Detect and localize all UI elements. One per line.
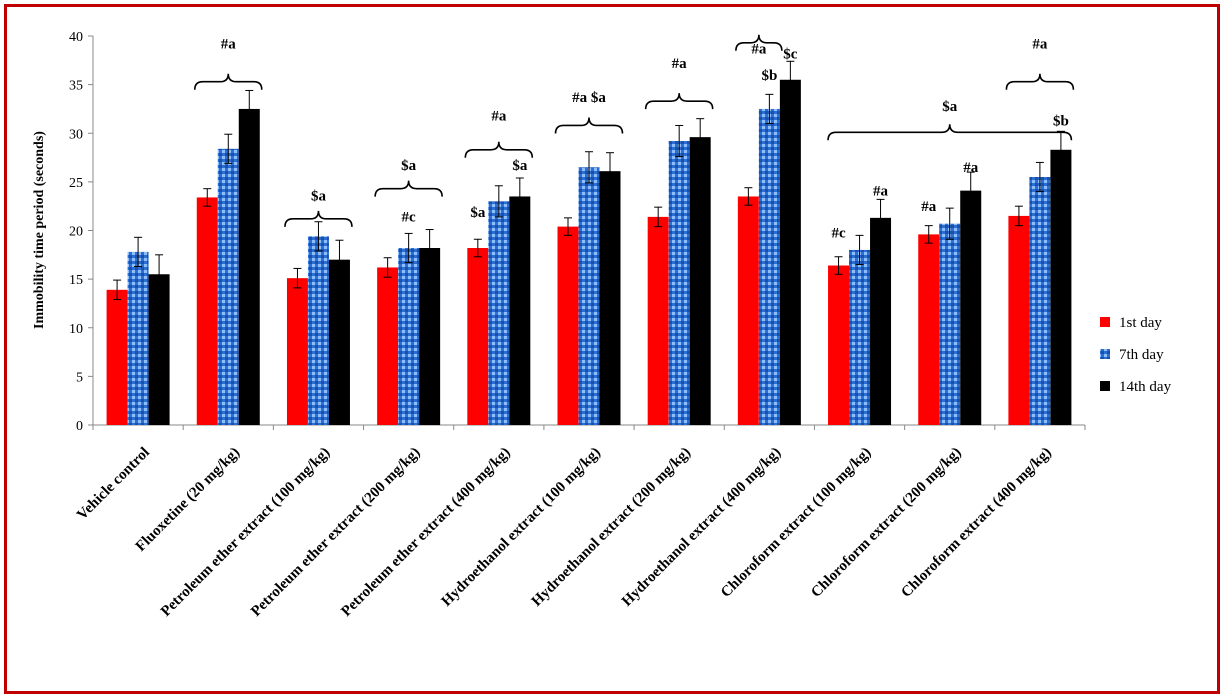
y-tick-label: 0 (76, 419, 83, 434)
significance-label: #a (221, 37, 237, 53)
bar (689, 137, 711, 425)
significance-label: $a (942, 99, 958, 115)
bar (1029, 177, 1051, 425)
significance-label: #a (1032, 37, 1048, 53)
bar (1050, 149, 1072, 425)
bar (127, 251, 149, 425)
significance-bracket (644, 93, 714, 110)
bar (599, 171, 621, 425)
bar (377, 267, 399, 425)
significance-bracket (554, 117, 624, 134)
bar (328, 259, 350, 425)
significance-label: #c (831, 225, 846, 241)
bar (217, 148, 239, 425)
y-tick-label: 35 (69, 79, 83, 94)
y-tick-label: 40 (69, 30, 83, 45)
significance-bracket (284, 210, 353, 227)
annotations-layer: #a $a $a #c #a $a $a #a $a #a #a $b $c $a #c #a #a #a #a $… (193, 34, 1075, 241)
category-label: Petroleum ether extract (400 mg/kg) (338, 445, 513, 620)
category-label: Chloroform extract (100 mg/kg) (718, 445, 874, 601)
legend-swatch (1100, 381, 1110, 391)
significance-label: $b (761, 68, 777, 84)
bar (668, 141, 690, 425)
legend-label: 1st day (1119, 315, 1162, 331)
significance-bracket (735, 34, 783, 51)
bar (647, 216, 669, 425)
category-label: Vehicle control (74, 445, 153, 524)
bar (106, 289, 128, 425)
significance-label: $c (783, 46, 798, 62)
bar (307, 236, 329, 425)
significance-label: #a (751, 42, 767, 58)
category-label: Petroleum ether extract (100 mg/kg) (158, 445, 333, 620)
legend: 1st day 7th day 14th day (1100, 315, 1172, 395)
bar (849, 249, 871, 425)
bar (398, 248, 420, 425)
significance-label: #a (921, 199, 937, 215)
bar (238, 108, 260, 425)
bar (828, 265, 850, 425)
bar (779, 79, 801, 425)
bar (758, 108, 780, 425)
significance-label: #a (672, 56, 688, 72)
category-label: Hydroethanol extract (400 mg/kg) (619, 445, 784, 610)
bar (918, 234, 940, 425)
significance-label: #a $a (572, 90, 606, 106)
significance-label: #c (402, 210, 417, 226)
significance-bracket (374, 180, 443, 197)
category-label: Hydroethanol extract (200 mg/kg) (529, 445, 694, 610)
bar (419, 248, 441, 425)
bar (196, 197, 218, 425)
bar (148, 274, 170, 425)
bar (1008, 215, 1030, 425)
category-label: Petroleum ether extract (200 mg/kg) (248, 445, 423, 620)
bar (578, 167, 600, 425)
bar (467, 248, 489, 425)
bar (737, 196, 759, 425)
significance-bracket (193, 73, 263, 90)
significance-bracket (1005, 73, 1075, 90)
y-axis-label: Immobility time period (seconds) (32, 131, 47, 329)
legend-swatch (1100, 317, 1110, 327)
significance-bracket (827, 124, 1073, 141)
legend-swatch (1100, 349, 1110, 359)
significance-label: $a (401, 158, 417, 174)
y-tick-label: 10 (69, 322, 83, 337)
significance-label: $a (470, 205, 486, 221)
category-label: Chloroform extract (200 mg/kg) (808, 445, 964, 601)
bar (286, 278, 308, 425)
significance-bracket (464, 141, 534, 158)
significance-label: #a (873, 183, 889, 199)
bar (870, 217, 892, 425)
bars-layer (106, 60, 1072, 425)
y-tick-label: 30 (69, 127, 83, 142)
category-label: Chloroform extract (400 mg/kg) (898, 445, 1054, 601)
significance-label: #a (491, 109, 507, 125)
bar (509, 196, 531, 425)
significance-label: $b (1053, 113, 1069, 129)
legend-label: 7th day (1119, 347, 1164, 363)
bar (939, 223, 961, 425)
category-label: Hydroethanol extract (100 mg/kg) (439, 445, 604, 610)
bar (960, 190, 982, 425)
y-tick-label: 20 (69, 225, 83, 240)
y-tick-label: 5 (76, 370, 83, 385)
significance-label: $a (512, 158, 528, 174)
significance-label: #a (963, 160, 979, 176)
category-label: Fluoxetine (20 mg/kg) (133, 445, 243, 555)
significance-label: $a (311, 188, 327, 204)
y-tick-label: 25 (69, 176, 83, 191)
y-tick-label: 15 (69, 273, 83, 288)
legend-label: 14th day (1119, 379, 1172, 395)
bar (488, 201, 510, 425)
bar (557, 226, 579, 425)
